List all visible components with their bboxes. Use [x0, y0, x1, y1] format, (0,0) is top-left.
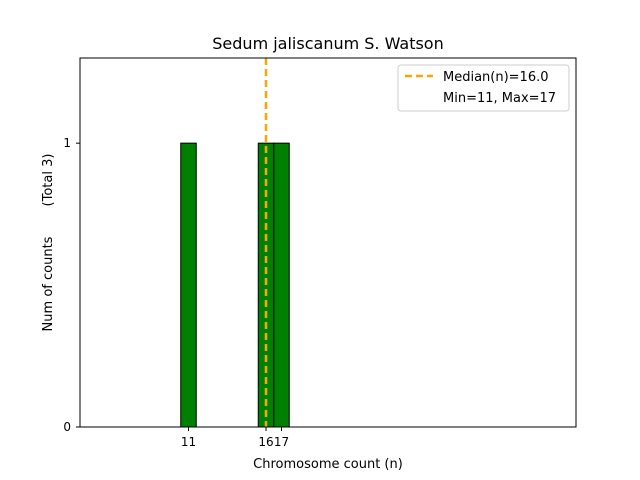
plot-area: [80, 58, 576, 427]
y-tick-label-1: 1: [63, 136, 71, 150]
x-axis-label: Chromosome count (n): [253, 457, 403, 472]
bar-17: [273, 142, 290, 428]
y-axis-label: Num of counts: [41, 236, 56, 331]
y-axis-total-label: (Total 3): [41, 154, 56, 207]
plot-frame: [79, 57, 577, 428]
legend: Median(n)=16.0 Min=11, Max=17: [397, 64, 570, 112]
legend-median-label: Median(n)=16.0: [443, 70, 549, 85]
x-tick-label-17: 17: [274, 435, 289, 449]
bar-11: [180, 142, 197, 428]
chart-title: Sedum jaliscanum S. Watson: [212, 34, 443, 53]
legend-range-label: Min=11, Max=17: [443, 91, 556, 106]
y-tick-label-0: 0: [63, 420, 71, 434]
x-tick-label-11: 11: [181, 435, 196, 449]
legend-box: [397, 64, 570, 112]
x-tick-label-16: 16: [258, 435, 273, 449]
